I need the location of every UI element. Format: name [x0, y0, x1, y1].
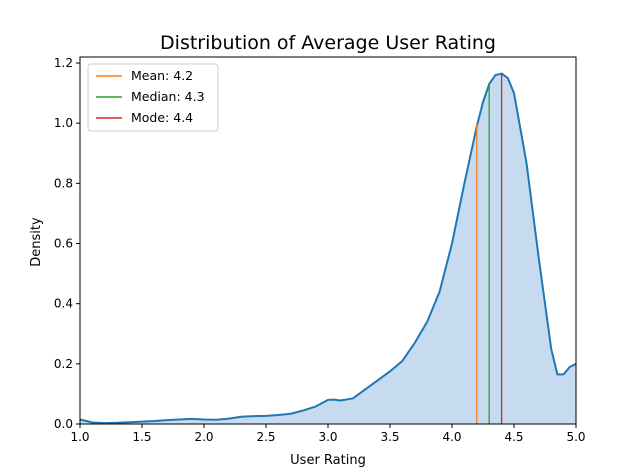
- y-tick-label: 0.8: [54, 176, 73, 190]
- legend-label: Mean: 4.2: [131, 68, 193, 83]
- x-tick-label: 2.5: [256, 430, 275, 444]
- y-tick-label: 0.2: [54, 357, 73, 371]
- x-tick-label: 4.0: [442, 430, 461, 444]
- legend-items: Mean: 4.2 Median: 4.3 Mode: 4.4: [96, 68, 205, 125]
- legend-label: Mode: 4.4: [131, 110, 193, 125]
- x-tick-label: 4.5: [504, 430, 523, 444]
- density-curve-0: [79, 72, 577, 425]
- y-tick-label: 1.0: [54, 116, 73, 130]
- y-tick-label: 0.0: [54, 417, 73, 431]
- x-tick-label: 3.0: [318, 430, 337, 444]
- x-tick-label: 2.0: [194, 430, 213, 444]
- y-tick-label: 0.4: [54, 297, 73, 311]
- x-tick-label: 1.5: [132, 430, 151, 444]
- x-tick-label: 1.0: [70, 430, 89, 444]
- y-axis-label: Density: [29, 217, 44, 267]
- x-tick-label: 5.0: [566, 430, 585, 444]
- plot-area: [79, 72, 577, 425]
- y-axis-ticks: 0.0 0.2 0.4 0.6 0.8 1.0 1.2: [54, 56, 80, 431]
- y-tick-label: 1.2: [54, 56, 73, 70]
- chart-title: Distribution of Average User Rating: [160, 32, 496, 54]
- legend: Mean: 4.2 Median: 4.3 Mode: 4.4: [87, 63, 219, 132]
- legend-label: Median: 4.3: [131, 89, 205, 104]
- x-tick-label: 3.5: [380, 430, 399, 444]
- legend-box: [87, 63, 219, 132]
- y-tick-label: 0.6: [54, 237, 73, 251]
- density-fill-0: [80, 73, 576, 425]
- x-axis-label: User Rating: [290, 453, 366, 468]
- x-axis-ticks: 1.0 1.5 2.0 2.5 3.0 3.5 4.0 4.5 5.0: [70, 424, 586, 444]
